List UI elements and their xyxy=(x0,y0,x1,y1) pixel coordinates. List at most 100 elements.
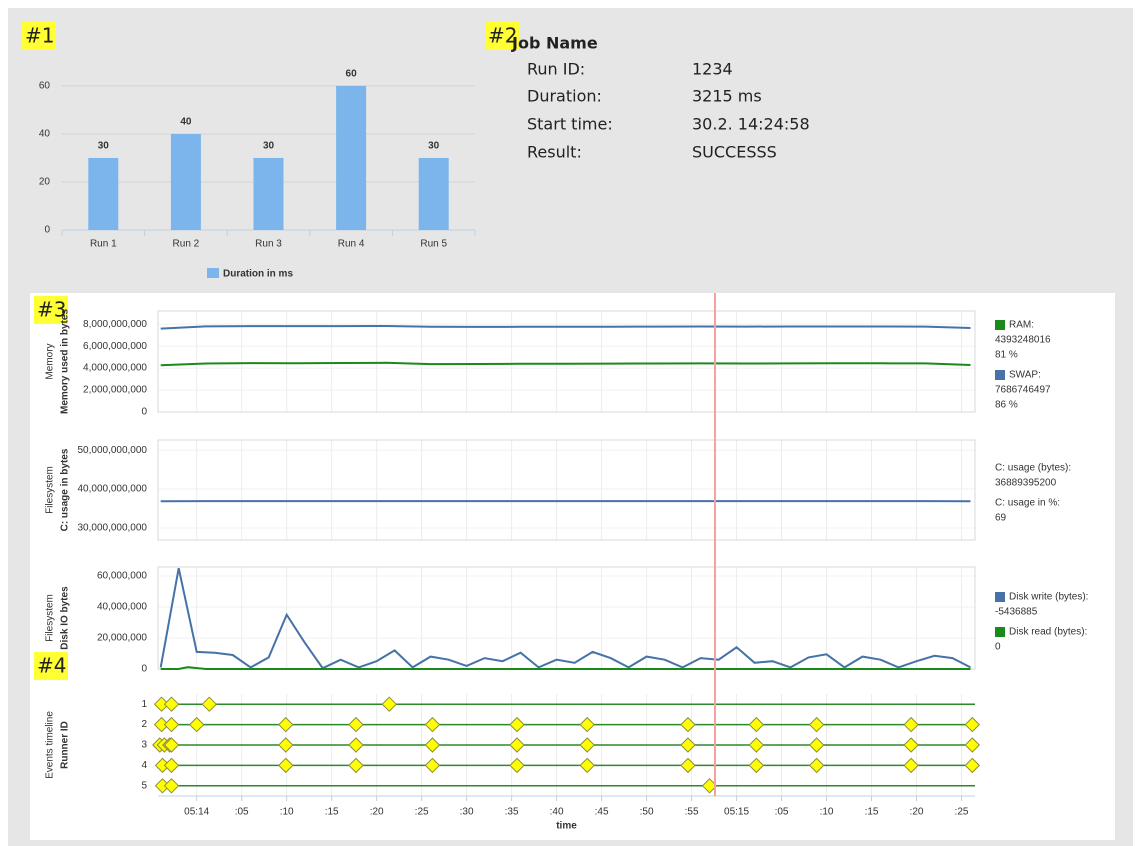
x-tick-label: :35 xyxy=(505,807,519,818)
x-tick-label: :20 xyxy=(370,807,384,818)
y-tick-label: 2,000,000,000 xyxy=(83,385,147,396)
field-label: Result: xyxy=(527,143,582,162)
x-tick-label: :10 xyxy=(280,807,294,818)
event-marker xyxy=(278,737,294,753)
data-label: 30 xyxy=(263,141,275,152)
event-marker xyxy=(748,757,765,774)
line xyxy=(160,324,971,330)
event-marker xyxy=(509,737,525,753)
event-marker xyxy=(424,737,441,753)
event-marker xyxy=(348,737,364,753)
data-label: 60 xyxy=(346,69,358,80)
side-title: Filesystem xyxy=(45,594,56,642)
x-tick-label: :40 xyxy=(550,807,564,818)
event-marker xyxy=(424,757,441,774)
y-tick-label: 40 xyxy=(39,129,51,140)
x-tick-label: :15 xyxy=(865,807,879,818)
line xyxy=(160,361,971,367)
data-label: 30 xyxy=(428,141,440,152)
event-marker xyxy=(808,737,825,753)
badge-bg xyxy=(22,22,56,50)
legend-readout: 0 xyxy=(995,642,1001,653)
legend-label: Duration in ms xyxy=(223,269,293,280)
x-tick-label: :05 xyxy=(235,807,249,818)
event-marker xyxy=(509,716,525,733)
line xyxy=(159,567,971,670)
event-marker xyxy=(964,757,981,774)
plot-frame xyxy=(157,439,976,541)
data-label: 30 xyxy=(98,141,110,152)
badge: #4 xyxy=(37,654,66,678)
event-marker xyxy=(748,716,765,733)
legend-readout: 69 xyxy=(995,513,1007,524)
event-marker xyxy=(201,696,217,712)
legend-label: Disk write (bytes): xyxy=(1009,592,1088,603)
event-marker xyxy=(163,757,180,774)
field-label: Run ID: xyxy=(527,60,585,79)
x-tick-label: :25 xyxy=(415,807,429,818)
legend-swatch xyxy=(995,592,1005,602)
legend-label: RAM: xyxy=(1009,320,1034,331)
bar xyxy=(336,85,367,230)
bar xyxy=(418,157,449,230)
event-marker xyxy=(579,716,595,733)
event-marker xyxy=(163,696,180,712)
event-marker xyxy=(680,757,696,774)
y-tick-label: 1 xyxy=(141,699,147,710)
event-marker xyxy=(748,737,765,753)
x-tick-label: 05:14 xyxy=(184,807,209,818)
badge-bg xyxy=(485,22,519,50)
event-marker xyxy=(424,716,441,733)
bar xyxy=(170,133,201,230)
legend-readout: 7686746497 xyxy=(995,385,1051,396)
y-tick-label: 30,000,000,000 xyxy=(77,523,147,534)
y-axis-title: Disk IO bytes xyxy=(60,586,71,650)
event-marker xyxy=(163,716,180,733)
x-tick-label: :20 xyxy=(910,807,924,818)
x-tick-label: :30 xyxy=(460,807,474,818)
legend-readout: -5436885 xyxy=(995,607,1038,618)
y-tick-label: 20,000,000 xyxy=(97,633,147,644)
y-tick-label: 50,000,000,000 xyxy=(77,445,147,456)
event-marker xyxy=(903,737,919,753)
plot-frame xyxy=(157,310,976,413)
y-tick-label: 40,000,000 xyxy=(97,602,147,613)
x-tick-label: :10 xyxy=(820,807,834,818)
event-marker xyxy=(348,716,364,733)
x-tick-label: Run 5 xyxy=(420,239,447,250)
field-value: SUCCESSS xyxy=(692,143,777,162)
x-tick-label: :50 xyxy=(640,807,654,818)
bar xyxy=(253,157,284,230)
legend-note: 86 % xyxy=(995,400,1018,411)
y-axis-title: Runner ID xyxy=(60,721,71,769)
badge: #2 xyxy=(488,24,517,48)
event-marker xyxy=(964,737,981,753)
data-label: 40 xyxy=(180,117,192,128)
y-tick-label: 3 xyxy=(141,740,147,751)
x-tick-label: Run 2 xyxy=(173,239,200,250)
x-tick-label: :05 xyxy=(775,807,789,818)
event-marker xyxy=(680,716,696,733)
x-tick-label: Run 3 xyxy=(255,239,282,250)
event-marker xyxy=(579,737,595,753)
event-marker xyxy=(579,757,595,774)
field-value: 1234 xyxy=(692,60,733,79)
field-label: Start time: xyxy=(527,115,613,134)
event-marker xyxy=(903,757,919,774)
event-marker xyxy=(680,737,696,753)
badge: #1 xyxy=(25,24,54,48)
side-title: Memory xyxy=(45,343,56,379)
line xyxy=(160,666,971,670)
legend-readout: 36889395200 xyxy=(995,478,1057,489)
side-title: Filesystem xyxy=(45,466,56,514)
bar xyxy=(88,157,119,230)
legend-swatch xyxy=(207,268,219,278)
event-marker xyxy=(278,757,294,774)
y-tick-label: 20 xyxy=(39,177,51,188)
event-marker xyxy=(188,716,205,733)
legend-label: SWAP: xyxy=(1009,370,1041,381)
badge-bg xyxy=(34,652,68,680)
y-tick-label: 0 xyxy=(141,664,147,675)
field-label: Duration: xyxy=(527,87,602,106)
